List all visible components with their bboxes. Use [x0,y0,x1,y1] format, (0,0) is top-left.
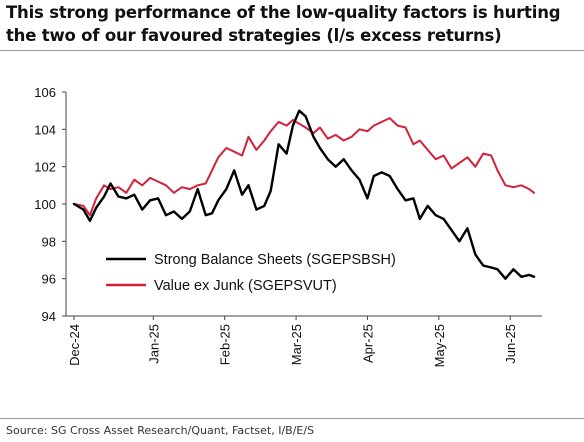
y-tick-label: 104 [34,122,56,137]
chart-title: This strong performance of the low-quali… [6,3,561,45]
source-divider [0,418,584,419]
x-tick-label: Feb-25 [218,324,233,365]
y-tick-label: 100 [34,197,56,212]
series-line-value-ex-junk-sgepsvut [73,117,535,217]
x-tick-label: Mar-25 [289,324,304,365]
x-tick-label: Jun-25 [503,324,518,364]
y-tick-label: 96 [42,272,56,287]
chart-source: Source: SG Cross Asset Research/Quant, F… [6,424,315,437]
chart-axes: 94 96 98 100 102 104 106 Dec-24 Jan-25 Feb-25 Mar-… [34,85,542,367]
chart-series [72,109,536,280]
x-tick-label: Jan-25 [146,324,161,364]
x-tick-label: Apr-25 [360,324,375,363]
y-tick-label: 94 [42,309,56,324]
chart-legend: Strong Balance Sheets (SGEPSBSH) Value ex… [106,252,396,294]
legend-label: Strong Balance Sheets (SGEPSBSH) [154,252,396,268]
x-tick-label: Dec-24 [67,324,82,366]
y-tick-label: 102 [34,160,56,175]
series-line-strong-balance-sheets-sgepsbsh [72,109,536,280]
title-divider [0,50,584,51]
x-tick-label: May-25 [432,324,447,367]
y-tick-label: 98 [42,234,56,249]
legend-label: Value ex Junk (SGEPSVUT) [154,278,337,294]
y-tick-label: 106 [34,85,56,100]
